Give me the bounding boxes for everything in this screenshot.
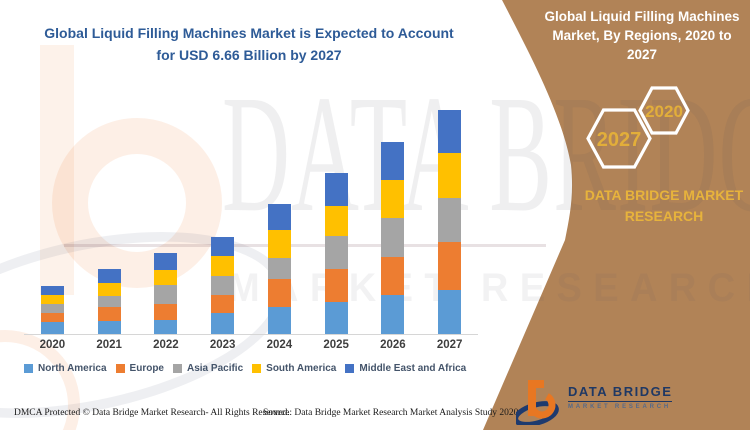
legend-item-europe: Europe (115, 363, 164, 374)
bar-2025 (324, 173, 348, 334)
bar-segment-2027-south-america (438, 153, 462, 199)
bar-segment-2027-middle-east-and-africa (438, 110, 462, 154)
legend-swatch-middle-east-and-africa (345, 364, 355, 373)
bar-segment-2021-europe (97, 307, 121, 321)
bar-2024 (267, 204, 291, 334)
bar-segment-2024-europe (267, 278, 291, 308)
bar-segment-2022-north-america (154, 319, 178, 334)
hexagon-badges: 2020 2027 (586, 86, 690, 169)
x-axis-label-2020: 2020 (39, 339, 66, 351)
legend-swatch-north-america (24, 364, 33, 373)
bar-segment-2023-north-america (211, 313, 235, 334)
bar-segment-2025-middle-east-and-africa (324, 173, 348, 206)
bar-segment-2026-north-america (381, 295, 405, 334)
bar-segment-2027-europe (438, 241, 462, 291)
bar-segment-2023-asia-pacific (211, 275, 235, 295)
logo-subtitle: MARKET RESEARCH (568, 404, 672, 410)
bar-segment-2020-europe (40, 312, 64, 322)
legend-label-north-america: North America (38, 363, 107, 374)
bar-segment-2027-north-america (438, 290, 462, 334)
hexagon-2020 (638, 86, 690, 135)
bar-segment-2026-middle-east-and-africa (381, 141, 405, 181)
legend-item-north-america: North America (24, 363, 107, 374)
chart-title-line2: for USD 6.66 Billion by 2027 (156, 47, 342, 63)
legend-label-europe: Europe (129, 363, 164, 374)
legend-item-middle-east-and-africa: Middle East and Africa (345, 363, 466, 374)
chart-title-line1: Global Liquid Filling Machines Market is… (44, 25, 454, 41)
bar-segment-2023-middle-east-and-africa (211, 236, 235, 257)
x-axis-labels: 2020 2021 2022 2023 2024 2025 2026 2027 (24, 339, 478, 351)
legend-item-asia-pacific: Asia Pacific (173, 363, 243, 374)
legend-item-south-america: South America (252, 363, 336, 374)
bar-segment-2025-asia-pacific (324, 236, 348, 270)
chart-title: Global Liquid Filling Machines Market is… (8, 22, 490, 66)
bar-segment-2024-north-america (267, 307, 291, 334)
x-axis-label-2024: 2024 (266, 339, 293, 351)
x-axis-label-2025: 2025 (323, 339, 349, 351)
bar-segment-2027-asia-pacific (438, 198, 462, 242)
bar-segment-2024-asia-pacific (267, 258, 291, 279)
logo-text: DATA BRIDGE MARKET RESEARCH (568, 384, 673, 410)
sidebar-brand-text: DATA BRIDGE MARKET RESEARCH (584, 187, 744, 224)
legend-swatch-europe (115, 364, 125, 373)
bar-2027 (438, 110, 462, 334)
plot-area (24, 108, 478, 335)
x-axis-label-2026: 2026 (380, 339, 406, 351)
legend-label-asia-pacific: Asia Pacific (187, 363, 244, 374)
bar-segment-2026-asia-pacific (381, 218, 405, 257)
legend-label-south-america: South America (266, 363, 337, 374)
bar-segment-2023-south-america (211, 256, 235, 276)
hexagon-2027-label: 2027 (597, 129, 642, 151)
bar-2023 (211, 236, 235, 334)
bar-segment-2020-south-america (40, 294, 64, 305)
bar-2026 (381, 141, 405, 334)
bar-segment-2023-europe (211, 294, 235, 314)
bar-segment-2024-south-america (267, 229, 291, 259)
legend: North America Europe Asia Pacific South Ame… (24, 363, 494, 374)
bar-segment-2021-asia-pacific (97, 295, 121, 308)
databridge-logo-mark (516, 380, 559, 425)
bar-2020 (40, 285, 64, 334)
x-axis-label-2027: 2027 (436, 339, 463, 351)
logo-name: DATA BRIDGE (568, 384, 673, 402)
bar-2022 (154, 252, 178, 334)
bar-segment-2021-middle-east-and-africa (97, 269, 121, 283)
legend-swatch-south-america (252, 364, 262, 373)
bar-segment-2022-asia-pacific (154, 285, 178, 304)
bar-segment-2022-europe (154, 303, 178, 320)
bar-segment-2022-middle-east-and-africa (154, 252, 178, 270)
bar-segment-2025-europe (324, 269, 348, 302)
logo-b-bowl (528, 391, 556, 419)
x-axis-label-2022: 2022 (153, 339, 179, 351)
legend-label-middle-east-and-africa: Middle East and Africa (359, 363, 467, 374)
bar-segment-2025-north-america (324, 301, 348, 334)
bar-segment-2020-asia-pacific (40, 304, 64, 313)
hexagon-2027 (586, 108, 652, 169)
bar-2021 (97, 269, 121, 334)
sidebar-title: Global Liquid Filling Machines Market, B… (544, 9, 740, 62)
bar-segment-2025-south-america (324, 205, 348, 237)
x-axis-label-2023: 2023 (209, 339, 236, 351)
databridge-logo: DATA BRIDGE MARKET RESEARCH (516, 376, 673, 425)
bar-segment-2026-europe (381, 256, 405, 295)
bar-segment-2020-middle-east-and-africa (40, 285, 64, 295)
bar-segment-2021-south-america (97, 282, 121, 296)
bar-segment-2024-middle-east-and-africa (267, 204, 291, 230)
bar-segment-2020-north-america (40, 321, 64, 334)
bar-segment-2026-south-america (381, 180, 405, 219)
bar-segment-2022-south-america (154, 269, 178, 286)
hexagon-2020-label: 2020 (645, 102, 683, 121)
bar-segment-2021-north-america (97, 320, 121, 334)
sidebar-background-shape (483, 0, 750, 430)
legend-swatch-asia-pacific (173, 364, 182, 373)
x-axis-label-2021: 2021 (96, 339, 122, 351)
source-text: Source: Data Bridge Market Research Mark… (263, 408, 519, 418)
dmca-text: DMCA Protected © Data Bridge Market Rese… (14, 408, 290, 418)
